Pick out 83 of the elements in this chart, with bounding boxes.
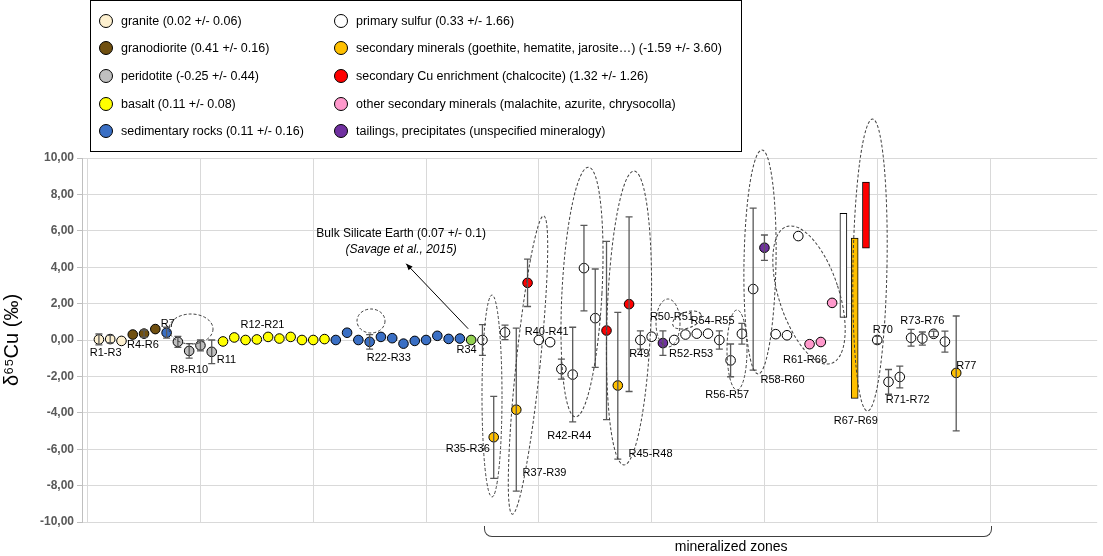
point: [680, 329, 691, 340]
point: [409, 335, 421, 347]
point: [432, 330, 443, 342]
annotation: R67-R69: [833, 414, 878, 427]
legend-label: sedimentary rocks (0.11 +/- 0.16): [121, 124, 304, 139]
point: [781, 329, 793, 341]
point: [296, 334, 308, 346]
annotation: R12-R21: [240, 317, 285, 330]
point: [150, 323, 161, 335]
point: [330, 334, 342, 346]
point: [353, 334, 364, 346]
annotation: R8-R10: [170, 363, 209, 376]
annotation: R7: [160, 317, 175, 330]
y-tick-label: 0,00: [50, 332, 75, 347]
point: [465, 334, 477, 346]
point: [454, 333, 466, 344]
annotation: R70: [872, 323, 893, 336]
point: [285, 331, 296, 343]
legend-label: granodiorite (0.41 +/- 0.16): [121, 41, 270, 56]
point: [770, 328, 782, 340]
legend-label: granite (0.02 +/- 0.06): [121, 13, 242, 28]
y-tick-label: -8,00: [46, 477, 75, 492]
y-axis-title: δ⁶⁵Cu (‰): [0, 293, 22, 387]
point: [420, 334, 432, 346]
y-tick-label: -6,00: [46, 441, 75, 456]
point: [792, 230, 804, 242]
point: [691, 328, 703, 339]
legend-label: tailings, precipitates (unspecified mineralogy): [356, 124, 606, 139]
annotation: R71-R72: [885, 392, 930, 405]
annotation: R40-R41: [524, 324, 569, 337]
annotation: R4-R6: [127, 338, 159, 351]
text: mineralized zones: [674, 537, 788, 554]
annotation: R56-R57: [705, 388, 750, 401]
point: [386, 332, 398, 344]
point: [826, 297, 838, 309]
point: [533, 334, 545, 346]
legend-label: other secondary minerals (malachite, azurite, chrysocolla): [356, 96, 676, 111]
annotation: R22-R33: [366, 350, 411, 363]
y-tick-label: -4,00: [46, 405, 75, 420]
annotation: R52-R53: [669, 347, 714, 360]
point: [319, 333, 330, 345]
point: [228, 332, 240, 343]
legend-label: peridotite (-0.25 +/- 0.44): [121, 68, 259, 83]
y-tick-label: 10,00: [43, 150, 75, 165]
y-tick-label: 8,00: [50, 186, 75, 201]
y-tick-label: -10,00: [39, 514, 75, 529]
point: [341, 327, 353, 339]
annotation: R34: [456, 343, 477, 356]
point: [815, 336, 827, 348]
legend-label: primary sulfur (0.33 +/- 1.66): [356, 13, 515, 28]
point: [804, 338, 815, 350]
point: [544, 336, 556, 348]
annotation: R77: [956, 359, 977, 372]
point: [443, 333, 454, 345]
annotation: R45-R48: [628, 447, 673, 460]
point: [375, 331, 387, 343]
point: [116, 335, 127, 347]
annotation: R49: [629, 347, 650, 360]
legend-label: secondary minerals (goethite, hematite, jarosite…) (-1.59 +/- 3.60): [356, 41, 722, 56]
point: [307, 334, 319, 346]
point: [127, 329, 139, 340]
legend-label: basalt (0.11 +/- 0.08): [121, 96, 236, 111]
annotation: R35-R36: [445, 442, 490, 455]
y-tick-label: -2,00: [46, 368, 75, 383]
annotation: R42-R44: [547, 428, 592, 441]
point: [240, 334, 251, 346]
y-tick-label: 4,00: [50, 259, 75, 274]
annotation: R73-R76: [900, 313, 945, 326]
point: [251, 334, 263, 345]
point: [274, 333, 285, 344]
y-tick-label: 6,00: [50, 223, 75, 238]
annotation: R1-R3: [89, 345, 122, 358]
point: [398, 338, 409, 349]
legend-label: secondary Cu enrichment (chalcocite) (1.32 +/- 1.26): [356, 68, 649, 83]
y-tick-label: 2,00: [50, 295, 75, 310]
annotation: R37-R39: [522, 465, 567, 478]
annotation: Bulk Silicate Earth (0.07 +/- 0.1) (Savage et al., 2015): [316, 226, 487, 257]
annotation: R58-R60: [760, 372, 805, 385]
annotation: R11: [216, 353, 237, 366]
annotation: R61-R66: [783, 353, 828, 366]
point: [217, 336, 229, 347]
point: [702, 328, 714, 339]
point: [262, 331, 274, 343]
